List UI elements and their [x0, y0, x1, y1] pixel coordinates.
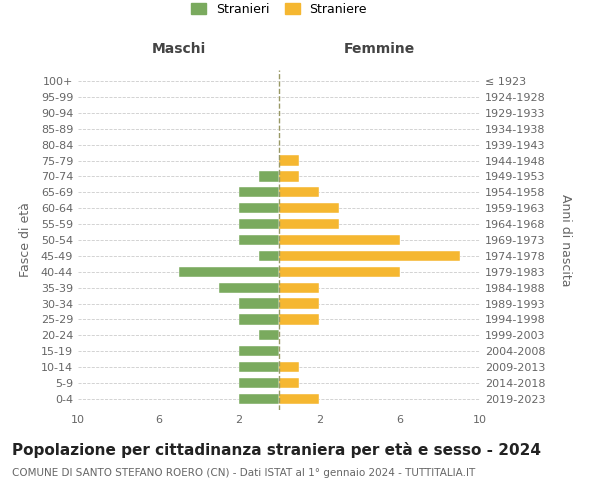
Bar [279, 172, 299, 181]
Bar [259, 172, 279, 181]
Bar [279, 378, 299, 388]
Bar [179, 266, 279, 277]
Text: Maschi: Maschi [151, 42, 206, 56]
Bar [279, 394, 319, 404]
Bar [218, 282, 279, 293]
Bar [259, 250, 279, 261]
Bar [279, 235, 400, 245]
Bar [279, 219, 340, 230]
Legend: Stranieri, Straniere: Stranieri, Straniere [187, 0, 371, 20]
Bar [279, 314, 319, 324]
Bar [239, 362, 279, 372]
Text: Popolazione per cittadinanza straniera per età e sesso - 2024: Popolazione per cittadinanza straniera p… [12, 442, 541, 458]
Bar [239, 394, 279, 404]
Bar [239, 187, 279, 198]
Bar [279, 187, 319, 198]
Bar [239, 346, 279, 356]
Bar [259, 330, 279, 340]
Bar [279, 282, 319, 293]
Bar [279, 156, 299, 166]
Bar [239, 314, 279, 324]
Bar [239, 219, 279, 230]
Bar [279, 203, 340, 213]
Y-axis label: Fasce di età: Fasce di età [19, 202, 32, 278]
Bar [239, 235, 279, 245]
Text: Femmine: Femmine [344, 42, 415, 56]
Bar [279, 266, 400, 277]
Bar [239, 203, 279, 213]
Bar [279, 250, 460, 261]
Y-axis label: Anni di nascita: Anni di nascita [560, 194, 572, 286]
Text: COMUNE DI SANTO STEFANO ROERO (CN) - Dati ISTAT al 1° gennaio 2024 - TUTTITALIA.: COMUNE DI SANTO STEFANO ROERO (CN) - Dat… [12, 468, 475, 477]
Bar [279, 362, 299, 372]
Bar [239, 298, 279, 308]
Bar [239, 378, 279, 388]
Bar [279, 298, 319, 308]
